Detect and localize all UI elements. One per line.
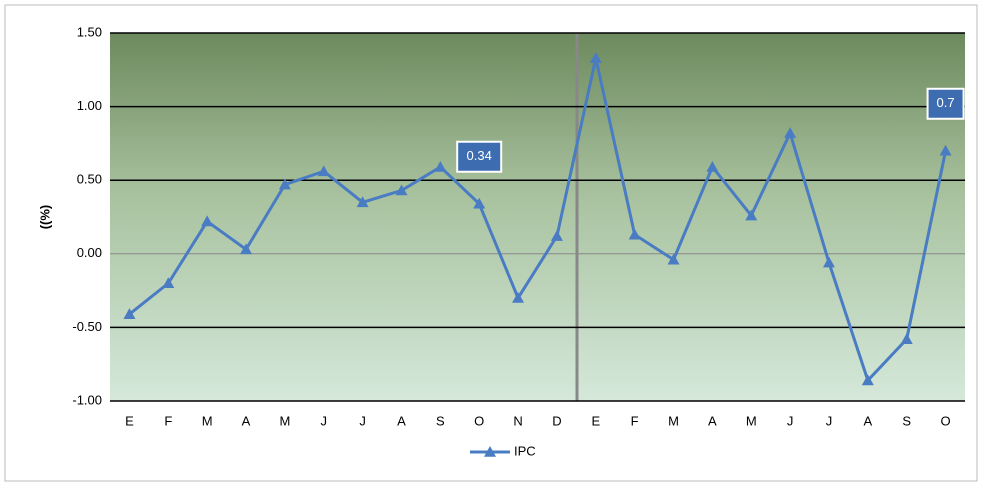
x-tick-label: M [668, 413, 679, 428]
x-tick-label: D [552, 413, 561, 428]
x-tick-label: J [787, 413, 794, 428]
x-tick-label: O [941, 413, 951, 428]
x-tick-label: J [826, 413, 833, 428]
point-marker [278, 178, 291, 190]
x-tick-label: E [125, 413, 134, 428]
y-axis-label: ((%) [37, 205, 52, 230]
point-marker [550, 230, 563, 241]
point-marker [240, 243, 253, 255]
y-tick-label: 0.50 [77, 172, 102, 187]
data-label-box [926, 87, 965, 120]
data-label: 0.7 [926, 87, 965, 120]
data-label-text: 0.7 [937, 95, 955, 110]
y-tick-label: 0.00 [77, 245, 102, 260]
plot-area [110, 33, 965, 401]
data-label-box [456, 140, 503, 173]
point-marker [745, 209, 758, 221]
point-marker [667, 253, 680, 265]
x-tick-label: M [279, 413, 290, 428]
series-line [128, 57, 948, 384]
x-tick-label: A [864, 413, 873, 428]
point-marker [512, 291, 525, 303]
x-tick-label: A [708, 413, 717, 428]
x-tick-label: J [321, 413, 328, 428]
x-tick-label: M [746, 413, 757, 428]
y-tick-label: 1.50 [77, 24, 102, 39]
legend-marker [484, 446, 496, 457]
data-label: 0.34 [456, 140, 503, 173]
x-tick-label: E [591, 413, 600, 428]
point-marker [123, 308, 136, 319]
point-marker [395, 184, 408, 196]
point-marker [317, 165, 330, 177]
point-marker [201, 215, 214, 227]
x-tick-label: A [397, 413, 406, 428]
x-tick-label: A [242, 413, 251, 428]
y-tick-label: 1.00 [77, 98, 102, 113]
x-tick-label: N [513, 413, 522, 428]
point-marker [434, 160, 447, 172]
y-tick-label: -0.50 [72, 319, 102, 334]
point-marker [822, 256, 835, 268]
point-marker [900, 333, 913, 344]
point-marker [628, 228, 641, 240]
legend-label: IPC [514, 443, 536, 458]
x-tick-label: M [202, 413, 213, 428]
x-tick-label: S [436, 413, 445, 428]
point-marker [473, 197, 486, 209]
point-marker [356, 196, 369, 208]
x-tick-label: S [902, 413, 911, 428]
x-tick-label: J [359, 413, 366, 428]
x-tick-label: O [474, 413, 484, 428]
data-label-text: 0.34 [467, 148, 492, 163]
x-tick-label: F [631, 413, 639, 428]
point-marker [784, 127, 797, 138]
point-marker [861, 374, 874, 386]
x-tick-label: F [164, 413, 172, 428]
point-marker [589, 52, 602, 63]
point-marker [939, 144, 952, 156]
point-marker [162, 277, 175, 289]
point-marker [706, 160, 719, 172]
y-tick-label: -1.00 [72, 392, 102, 407]
